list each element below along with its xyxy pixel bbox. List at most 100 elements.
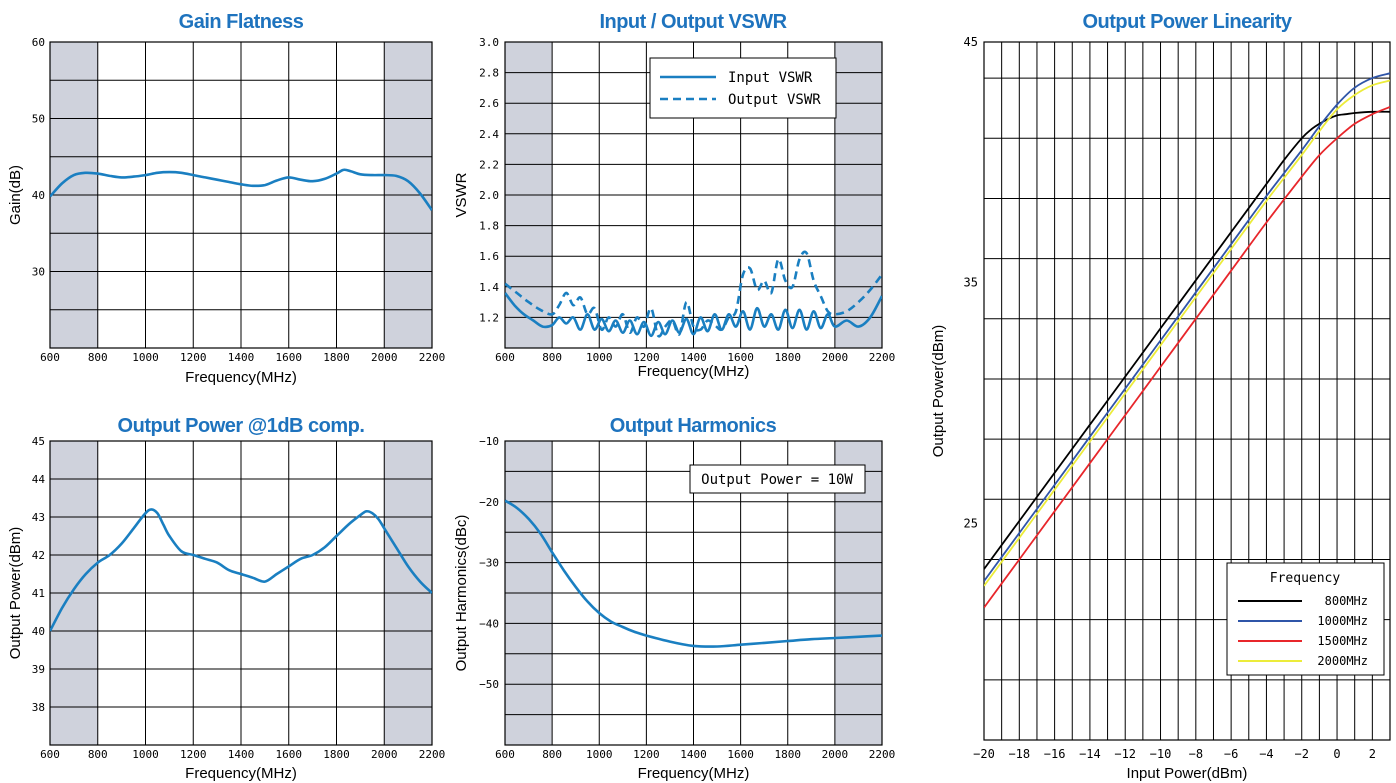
legend: Frequency 800MHz 1000MHz 1500MHz 2000MHz [1226, 562, 1385, 676]
x-tick-label: 2200 [869, 351, 896, 364]
y-tick-label: 2.4 [479, 128, 499, 141]
x-tick-label: 800 [88, 351, 108, 364]
x-tick-label: 600 [40, 351, 60, 364]
x-tick-label: 1000 [132, 351, 159, 364]
y-tick-label: −50 [479, 678, 499, 691]
x-tick-label: 1200 [633, 351, 660, 364]
x-tick-label: 1800 [323, 748, 350, 761]
x-tick-label: 800 [542, 748, 562, 761]
x-tick-label: 1400 [680, 351, 707, 364]
chart-title: Output Harmonics [610, 415, 777, 437]
legend-label: 2000MHz [1317, 654, 1368, 668]
chart-title: Input / Output VSWR [599, 11, 787, 33]
x-tick-label: 800 [542, 351, 562, 364]
chart-title: Output Power Linearity [1082, 11, 1292, 33]
y-tick-label: 40 [32, 625, 45, 638]
y-tick-label: 38 [32, 701, 45, 714]
series-line-data [50, 168, 432, 212]
x-tick-label: 600 [495, 351, 515, 364]
y-tick-label: 45 [32, 435, 45, 448]
x-tick-label: 1600 [276, 351, 303, 364]
y-tick-label: 40 [32, 189, 45, 202]
x-tick-label: 1400 [680, 748, 707, 761]
y-tick-label: −10 [479, 435, 499, 448]
y-tick-label: 1.4 [479, 281, 499, 294]
x-tick-label: 1000 [132, 748, 159, 761]
x-tick-label: 1200 [633, 748, 660, 761]
x-tick-label: 800 [88, 748, 108, 761]
annotation-box [689, 464, 866, 494]
x-tick-label: −20 [973, 747, 995, 761]
x-tick-label: −2 [1295, 747, 1309, 761]
x-tick-label: −16 [1044, 747, 1066, 761]
y-axis-label: Output Harmonics(dBc) [453, 515, 470, 672]
legend-label: 800MHz [1325, 594, 1368, 608]
x-tick-label: 600 [40, 748, 60, 761]
legend-label: 1500MHz [1317, 634, 1368, 648]
y-tick-label: 39 [32, 663, 45, 676]
y-axis-label: VSWR [453, 172, 470, 217]
y-tick-label: 2.2 [479, 158, 499, 171]
chart-title: Output Power @1dB comp. [118, 415, 365, 437]
x-tick-label: 1800 [323, 351, 350, 364]
y-tick-label: 42 [32, 549, 45, 562]
y-tick-label: 30 [32, 266, 45, 279]
y-tick-label: 2.0 [479, 189, 499, 202]
x-tick-label: 1000 [586, 748, 613, 761]
y-tick-label: 41 [32, 587, 45, 600]
y-tick-label: 43 [32, 511, 45, 524]
x-tick-label: −6 [1224, 747, 1238, 761]
x-tick-label: 1600 [276, 748, 303, 761]
x-tick-label: 0 [1333, 747, 1340, 761]
y-axis-label: Output Power(dBm) [7, 527, 24, 660]
x-tick-label: 2200 [419, 351, 446, 364]
y-tick-label: 35 [964, 276, 978, 290]
annotation-text: Output Power = 10W [701, 472, 853, 488]
plot-frame [504, 41, 883, 349]
vswr-chart: Input / Output VSWR Frequency(MHz) VSWR 600… [453, 11, 895, 380]
x-tick-label: 1200 [180, 748, 207, 761]
y-tick-label: 25 [964, 516, 978, 530]
y-axis-label: Output Power(dBm) [930, 325, 947, 458]
plot-frame [504, 440, 883, 746]
x-tick-label: −14 [1079, 747, 1101, 761]
x-axis-label: Frequency(MHz) [185, 765, 297, 782]
y-tick-label: −40 [479, 617, 499, 630]
x-tick-label: 600 [495, 748, 515, 761]
y-tick-label: 1.2 [479, 311, 499, 324]
y-tick-label: −30 [479, 557, 499, 570]
y-tick-label: 1.8 [479, 220, 499, 233]
gain-flatness-chart: Gain Flatness Frequency(MHz) Gain(dB) 600 80… [7, 11, 445, 386]
series-line-data [50, 508, 432, 632]
grid [49, 41, 433, 349]
x-tick-label: 2000 [371, 351, 398, 364]
y-tick-label: 45 [964, 35, 978, 49]
y-tick-label: −20 [479, 496, 499, 509]
x-tick-label: 1200 [180, 351, 207, 364]
x-axis-label: Frequency(MHz) [638, 765, 750, 782]
x-tick-label: 1400 [228, 748, 255, 761]
plot-frame [983, 41, 1391, 741]
legend-box [649, 57, 837, 119]
y-tick-label: 3.0 [479, 36, 499, 49]
series-line-1500mhz [984, 106, 1390, 609]
y-tick-label: 2.8 [479, 67, 499, 80]
y-tick-label: 1.6 [479, 250, 499, 263]
legend-label: Input VSWR [728, 70, 813, 86]
x-tick-label: 1800 [775, 351, 802, 364]
legend-title: Frequency [1270, 571, 1341, 586]
x-tick-label: −18 [1008, 747, 1030, 761]
x-axis-label: Frequency(MHz) [185, 369, 297, 386]
x-axis-label: Frequency(MHz) [638, 363, 750, 380]
x-tick-label: 1400 [228, 351, 255, 364]
x-tick-label: 2 [1369, 747, 1376, 761]
x-tick-label: 1000 [586, 351, 613, 364]
p1db-chart: Output Power @1dB comp. Frequency(MHz) Out… [7, 415, 445, 782]
harmonics-chart: Output Harmonics Frequency(MHz) Output Har… [453, 415, 895, 782]
x-tick-label: 2000 [371, 748, 398, 761]
x-tick-label: −4 [1259, 747, 1273, 761]
y-tick-label: 50 [32, 113, 45, 126]
y-tick-label: 2.6 [479, 97, 499, 110]
legend: Input VSWR Output VSWR [649, 57, 837, 119]
x-tick-label: 1600 [727, 748, 754, 761]
